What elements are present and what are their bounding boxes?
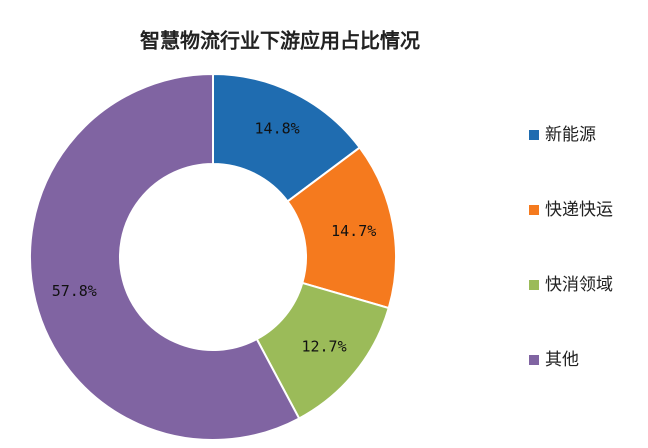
- legend-label: 快消领域: [545, 275, 613, 295]
- legend-swatch: [529, 280, 539, 290]
- legend-swatch: [529, 205, 539, 215]
- legend-label: 其他: [545, 350, 579, 370]
- legend-label: 快递快运: [545, 200, 613, 220]
- chart-title: 智慧物流行业下游应用占比情况: [140, 29, 420, 53]
- legend-swatch: [529, 355, 539, 365]
- value-label: 14.7%: [331, 222, 376, 240]
- slice: [212, 72, 362, 203]
- legend-swatch: [529, 130, 539, 140]
- legend-label: 新能源: [545, 125, 596, 145]
- value-label: 57.8%: [52, 282, 97, 300]
- slice: [29, 72, 301, 441]
- value-label: 14.8%: [255, 120, 300, 138]
- value-label: 12.7%: [301, 338, 346, 356]
